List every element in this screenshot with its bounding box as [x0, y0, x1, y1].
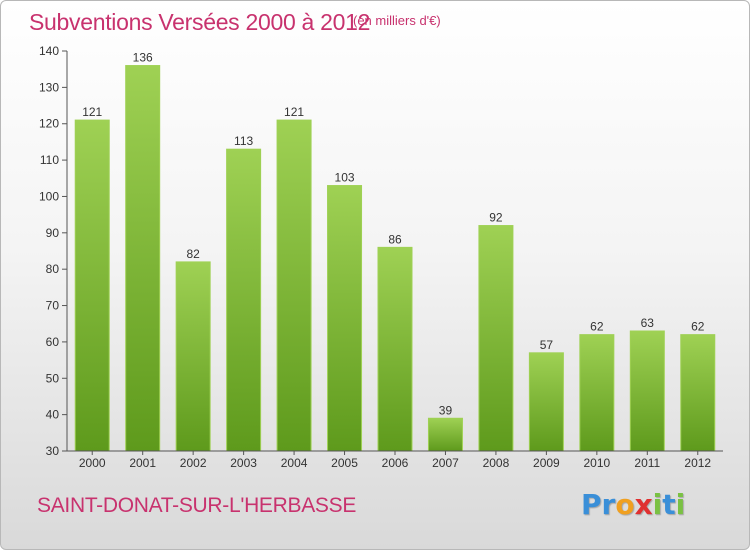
x-tick-label-2003: 2003	[230, 456, 257, 470]
y-tick-label-70: 70	[46, 299, 60, 313]
x-tick-label-2010: 2010	[583, 456, 610, 470]
data-label-2005: 103	[335, 171, 355, 185]
y-tick-label-80: 80	[46, 262, 60, 276]
chart-title: Subventions Versées 2000 à 2012	[29, 9, 371, 35]
x-tick-label-2006: 2006	[382, 456, 409, 470]
data-label-2012: 62	[691, 320, 705, 334]
data-label-2009: 57	[540, 338, 554, 352]
x-tick-label-2002: 2002	[180, 456, 207, 470]
data-label-2008: 92	[489, 211, 503, 225]
y-tick-label-110: 110	[40, 153, 59, 167]
bar-2002	[175, 261, 211, 452]
data-label-2006: 86	[388, 232, 402, 246]
data-label-2010: 62	[590, 320, 604, 334]
x-tick-label-2009: 2009	[533, 456, 560, 470]
proxiti-logo: Proxiti	[581, 488, 685, 521]
bars-group: 121 136 82 113 121 103 86 39 92 57 62 63 62	[74, 51, 716, 452]
data-label-2003: 113	[234, 134, 253, 148]
data-label-2001: 136	[133, 51, 153, 65]
bar-2001	[125, 65, 161, 452]
data-label-2011: 63	[641, 316, 655, 330]
bar-2005	[327, 185, 363, 452]
bar-2006	[377, 246, 413, 452]
logo-letter: o	[615, 488, 635, 521]
x-tick-label-2000: 2000	[79, 456, 106, 470]
y-tick-label-90: 90	[46, 226, 60, 240]
y-tick-label-60: 60	[46, 335, 60, 349]
x-tick-label-2001: 2001	[129, 456, 156, 470]
bar-2000	[74, 119, 110, 452]
x-tick-label-2007: 2007	[432, 456, 459, 470]
data-label-2000: 121	[82, 105, 102, 119]
bar-2012	[680, 334, 716, 452]
bar-2007	[427, 417, 463, 452]
data-label-2004: 121	[284, 105, 304, 119]
commune-name: SAINT-DONAT-SUR-L'HERBASSE	[37, 494, 357, 517]
x-tick-label-2008: 2008	[483, 456, 510, 470]
logo-letter: i	[675, 488, 686, 521]
bar-2008	[478, 225, 514, 452]
x-tick-label-2004: 2004	[281, 456, 308, 470]
y-tick-label-100: 100	[39, 189, 59, 203]
bar-2010	[579, 334, 615, 452]
y-tick-label-130: 130	[39, 80, 59, 94]
chart-unit: (en milliers d'€)	[353, 13, 441, 28]
bar-2011	[629, 330, 665, 452]
y-tick-label-40: 40	[46, 408, 60, 422]
logo-letter: t	[662, 488, 676, 521]
bar-2009	[528, 352, 564, 452]
logo-letter: P	[581, 488, 602, 521]
logo-letter: x	[634, 488, 653, 521]
y-tick-label-120: 120	[39, 117, 59, 131]
y-tick-label-50: 50	[46, 371, 60, 385]
axes-group: 2000 2001 2002 2003 2004 2005 2006 2007 2008 2009…	[39, 44, 723, 470]
bar-2004	[276, 119, 312, 452]
y-tick-label-30: 30	[46, 444, 60, 458]
logo-letter: r	[601, 488, 616, 521]
logo-letter: i	[652, 488, 663, 521]
x-tick-label-2011: 2011	[634, 456, 660, 470]
data-label-2007: 39	[439, 403, 453, 417]
x-tick-label-2012: 2012	[684, 456, 711, 470]
y-tick-label-140: 140	[39, 44, 59, 58]
bar-2003	[226, 148, 262, 452]
data-label-2002: 82	[186, 247, 200, 261]
x-tick-label-2005: 2005	[331, 456, 358, 470]
